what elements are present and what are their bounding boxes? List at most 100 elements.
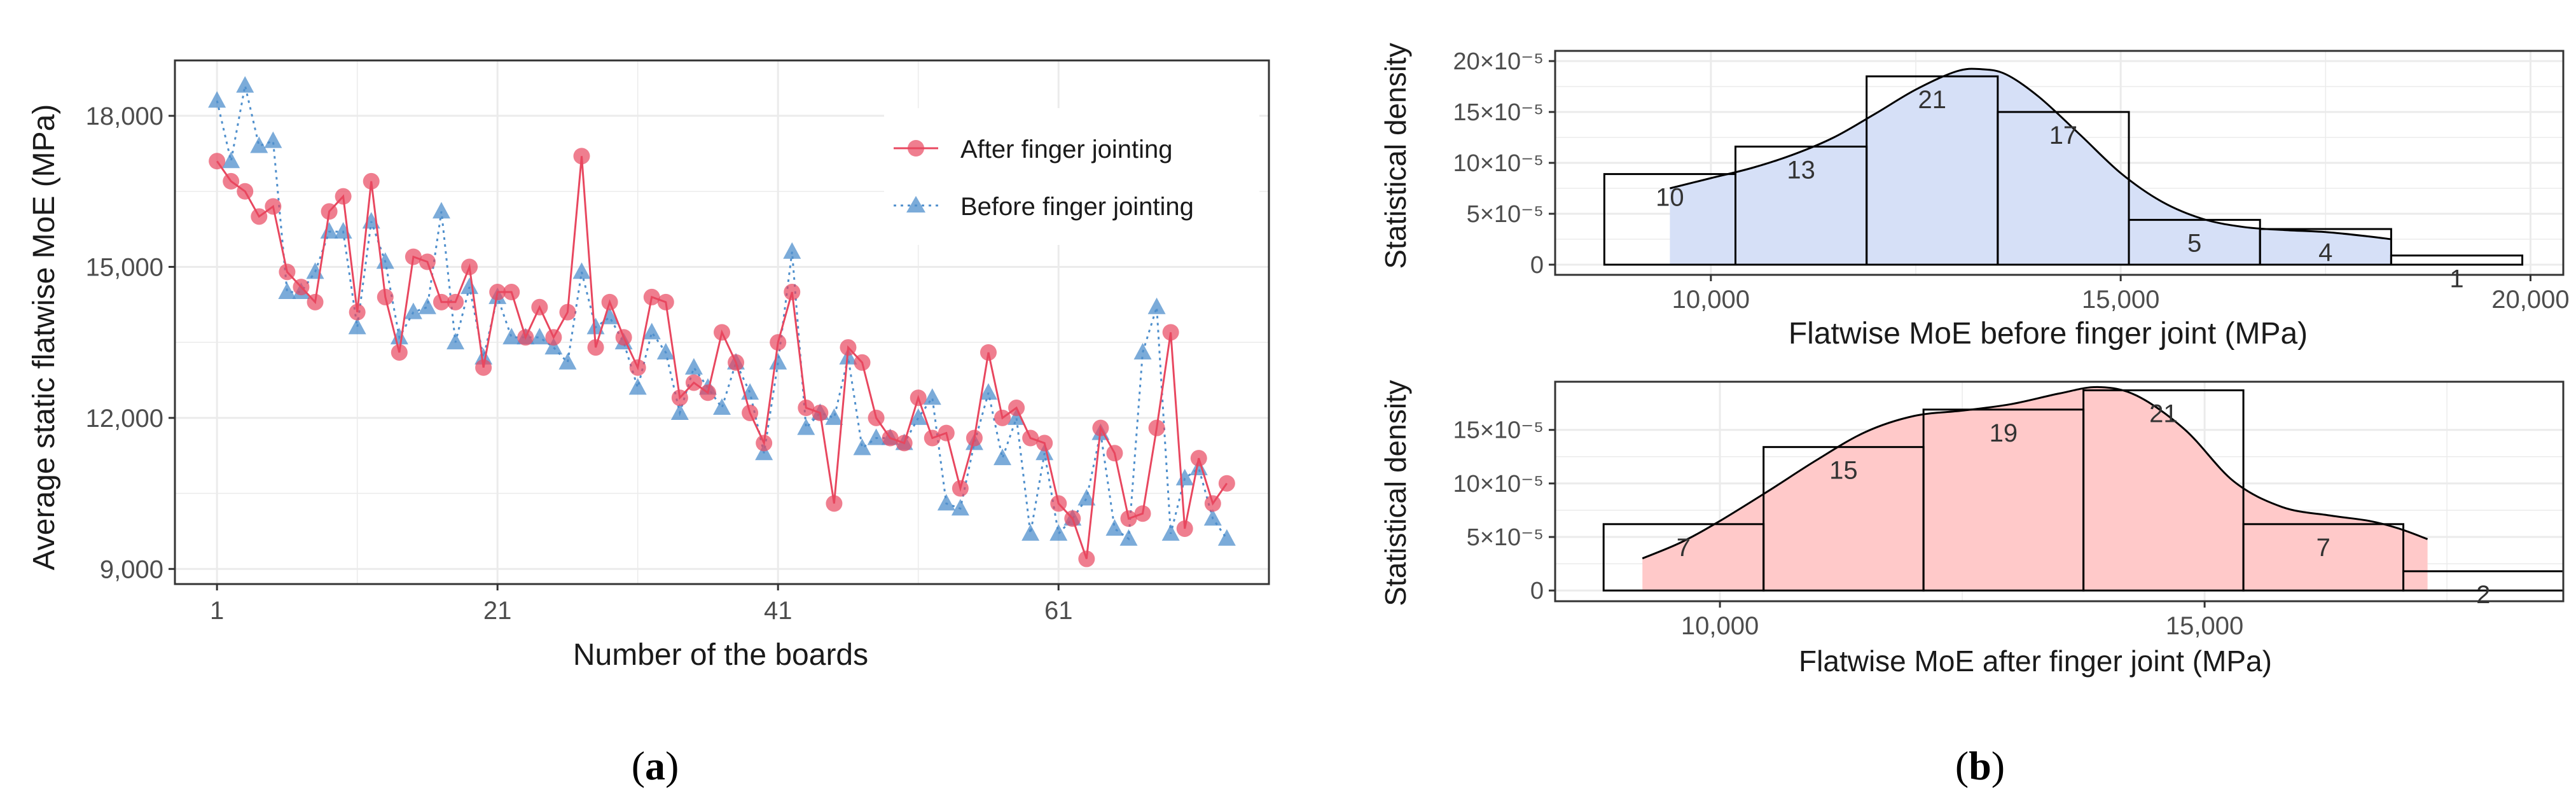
- bar-count-label: 17: [2049, 122, 2078, 150]
- after-point: [728, 354, 745, 371]
- after-point: [1008, 400, 1025, 417]
- before-point: [1161, 524, 1180, 541]
- x-tick-label: 10,000: [1681, 612, 1759, 640]
- before-point: [544, 338, 563, 355]
- after-point: [994, 409, 1011, 426]
- after-point: [307, 293, 324, 310]
- bar-count-label: 7: [1677, 534, 1691, 562]
- y-tick-label: 12,000: [86, 405, 163, 433]
- after-point: [1176, 520, 1193, 537]
- after-point: [559, 303, 576, 321]
- before-point: [909, 408, 927, 425]
- x-tick-label: 10,000: [1672, 286, 1750, 314]
- before-point: [278, 282, 296, 300]
- y-tick-label: 10×10⁻⁵: [1453, 471, 1544, 498]
- bar-count-label: 21: [2149, 400, 2178, 428]
- histogram-bar: [1997, 111, 2130, 266]
- y-tick-label: 15,000: [86, 253, 163, 281]
- panel-a-x-axis-label: Number of the boards: [573, 638, 868, 672]
- after-point: [784, 284, 801, 301]
- y-tick-label: 5×10⁻⁵: [1467, 201, 1544, 228]
- after-point: [1078, 550, 1095, 568]
- before-point: [390, 328, 408, 345]
- before-point: [769, 352, 787, 370]
- after-point: [714, 324, 730, 341]
- panel-a-y-ticks: 9,000 12,000 15,000 18,000: [86, 102, 175, 583]
- caption-a-open: (: [632, 743, 645, 788]
- before-point: [853, 438, 871, 456]
- before-point: [628, 378, 647, 395]
- before-point: [432, 202, 450, 219]
- before-point: [348, 317, 366, 335]
- before-point: [951, 499, 969, 516]
- panel-b-top-bars: [1603, 75, 2524, 266]
- panel-a-series: [208, 76, 1236, 568]
- after-point: [433, 293, 450, 310]
- y-tick-label: 20×10⁻⁵: [1453, 48, 1544, 75]
- before-point: [1217, 529, 1236, 546]
- after-point: [699, 384, 716, 401]
- caption-a-letter: a: [645, 743, 665, 788]
- after-point: [924, 429, 941, 447]
- legend-background: [884, 108, 1259, 245]
- after-point: [503, 284, 520, 301]
- after-point: [587, 339, 604, 356]
- panel-b-top-bar-labels: 10 13 21 17 5 4 1: [1656, 86, 2463, 293]
- before-point: [642, 323, 661, 340]
- y-tick-label: 9,000: [100, 555, 163, 583]
- panel-b-top-y-axis-label: Statistical density: [1379, 43, 1412, 268]
- after-point: [461, 258, 478, 275]
- after-point: [1106, 445, 1123, 462]
- after-point: [952, 480, 969, 497]
- after-point: [980, 344, 997, 361]
- after-point: [938, 424, 955, 442]
- after-point: [279, 263, 296, 281]
- bar-count-label: 10: [1656, 184, 1684, 212]
- before-point: [1105, 519, 1124, 536]
- after-point: [1022, 429, 1039, 447]
- after-point: [770, 334, 787, 351]
- caption-b-open: (: [1955, 743, 1969, 788]
- panel-b-bottom-y-ticks: 0 5×10⁻⁵ 10×10⁻⁵ 15×10⁻⁵: [1453, 417, 1555, 604]
- before-point: [825, 408, 843, 425]
- after-point: [742, 404, 759, 421]
- before-point: [1133, 342, 1152, 359]
- x-tick-label: 41: [764, 597, 793, 625]
- before-point: [923, 388, 941, 405]
- before-point: [1077, 489, 1096, 506]
- after-point: [531, 298, 548, 316]
- after-point: [812, 404, 829, 421]
- after-point: [209, 153, 226, 170]
- before-point: [474, 347, 493, 365]
- before-point: [713, 398, 731, 415]
- panel-b-top-x-ticks: 10,000 15,000 20,000: [1672, 275, 2570, 314]
- after-point: [1120, 510, 1137, 527]
- bar-count-label: 15: [1829, 457, 1858, 485]
- after-point: [545, 329, 562, 346]
- after-point: [685, 374, 702, 391]
- before-point: [404, 302, 422, 319]
- before-point: [530, 328, 549, 345]
- after-point: [405, 248, 422, 265]
- after-point: [517, 329, 534, 346]
- before-point: [222, 151, 240, 169]
- after-point: [1162, 324, 1179, 341]
- before-point: [447, 333, 465, 350]
- before-point: [418, 297, 436, 314]
- after-point: [349, 303, 366, 321]
- bar-count-label: 1: [2449, 265, 2463, 293]
- panel-b-bottom-x-axis-label: Flatwise MoE after finger joint (MPa): [1799, 644, 2272, 678]
- bar-count-label: 21: [1918, 86, 1947, 114]
- panel-a-y-axis-label: Average static flatwise MoE (MPa): [27, 104, 61, 571]
- before-point: [1008, 408, 1026, 425]
- after-point: [840, 339, 857, 356]
- panel-b-top-histogram: 10 13 21 17 5 4 1 10,000 15,000 20,000 0 5×10⁻⁵ 10…: [1379, 43, 2570, 351]
- before-point: [1175, 468, 1194, 485]
- before-point: [572, 262, 591, 279]
- before-point: [755, 443, 773, 461]
- before-point: [656, 342, 675, 359]
- y-tick-label: 18,000: [86, 102, 163, 130]
- after-point: [601, 293, 618, 310]
- after-point: [237, 183, 254, 200]
- after-point: [966, 429, 983, 447]
